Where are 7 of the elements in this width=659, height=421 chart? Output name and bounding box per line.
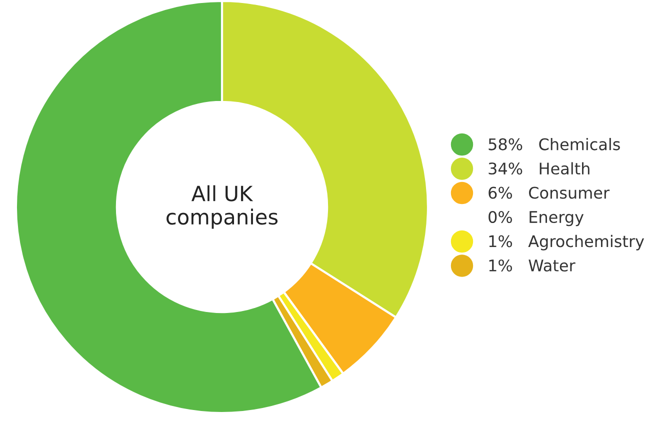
legend-label: 1% Water xyxy=(489,259,576,272)
legend-label: 58% Chemicals xyxy=(488,138,620,150)
text: 0% Energy xyxy=(488,210,584,226)
legend-label: 1% Agrochemistry xyxy=(489,234,644,250)
text: All UK companies xyxy=(166,185,278,229)
legend-label: 6% Consumer xyxy=(488,186,610,199)
legend-label: 34% Health xyxy=(488,162,590,175)
